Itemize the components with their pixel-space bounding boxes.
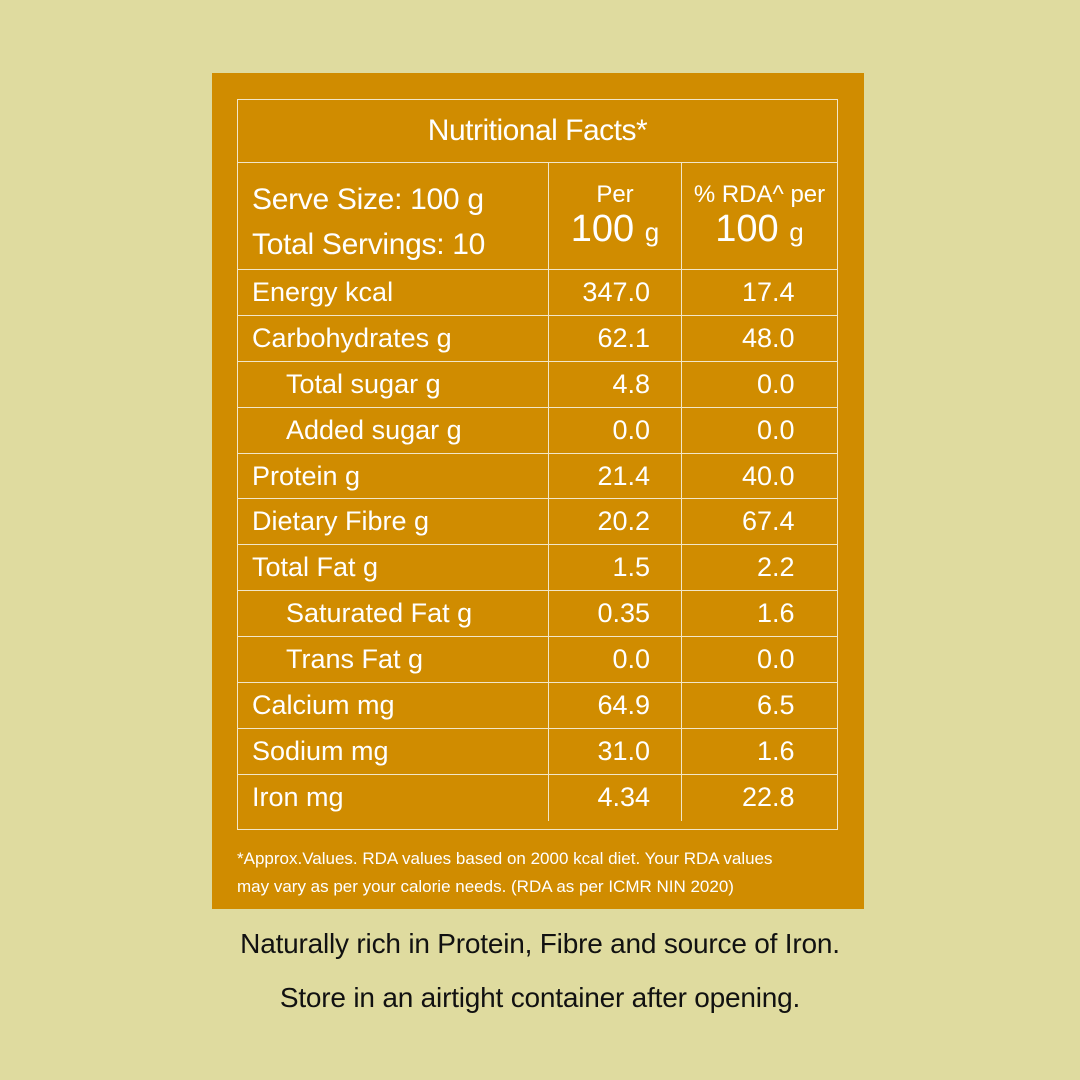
nutrition-panel: Nutritional Facts* Serve Size: 100 g Tot… [212,73,864,909]
per-header-unit: g [644,216,660,247]
table-row: Carbohydrates g 62.1 48.0 [238,315,837,362]
rda-cell: 48.0 [681,315,837,361]
rda-value: 0.0 [756,414,795,445]
per-value: 0.35 [597,598,650,629]
per-cell: 0.0 [548,637,681,683]
rda-header-unit: g [789,216,804,247]
nutrient-name: Total sugar g [286,368,441,399]
per-header-amount: 100 g [571,209,659,252]
table-row: Total Fat g 1.5 2.2 [238,545,837,592]
table-row: Added sugar g 0.0 0.0 [238,407,837,454]
rda-value: 48.0 [741,322,795,353]
rda-header: % RDA^ per 100 g [681,163,837,269]
per-value: 4.34 [597,782,650,813]
per-value: 0.0 [612,414,650,445]
footnote-line: may vary as per your calorie needs. (RDA… [237,877,734,896]
nutrient-name: Protein g [252,460,361,491]
rda-value: 1.6 [756,598,795,629]
rda-cell: 67.4 [681,499,837,545]
rda-header-label: % RDA^ per [693,180,826,208]
table-row: Dietary Fibre g 20.2 67.4 [238,499,837,546]
per-cell: 0.0 [548,407,681,453]
table-header-row: Serve Size: 100 g Total Servings: 10 Per… [238,163,837,270]
per-cell: 20.2 [548,499,681,545]
nutrition-table: Nutritional Facts* Serve Size: 100 g Tot… [237,99,838,830]
table-row: Trans Fat g 0.0 0.0 [238,637,837,684]
rda-value: 6.5 [756,689,795,720]
rda-value: 2.2 [756,552,795,583]
nutrient-name: Added sugar g [286,414,462,445]
claim-text: Naturally rich in Protein, Fibre and sou… [240,928,840,959]
rda-value: 17.4 [741,276,795,307]
table-row: Saturated Fat g 0.35 1.6 [238,591,837,638]
table-row: Sodium mg 31.0 1.6 [238,728,837,775]
rda-header-number: 100 [715,207,779,250]
per-header-number: 100 [570,207,635,250]
per-cell: 21.4 [548,453,681,499]
rda-header-amount: 100 g [715,209,803,252]
per-cell: 347.0 [548,270,681,315]
rda-value: 1.6 [756,735,795,766]
footnote: *Approx.Values. RDA values based on 2000… [237,845,847,901]
per-value: 64.9 [597,689,650,720]
rda-cell: 1.6 [681,591,837,637]
rda-cell: 17.4 [681,270,837,315]
serve-size: Serve Size: 100 g [252,183,484,216]
table-row: Energy kcal 347.0 17.4 [238,270,837,316]
rda-value: 67.4 [741,506,795,537]
rda-cell: 0.0 [681,637,837,683]
rda-cell: 0.0 [681,361,837,407]
per-cell: 62.1 [548,315,681,361]
rda-cell: 6.5 [681,683,837,728]
per-cell: 64.9 [548,683,681,728]
serving-info: Serve Size: 100 g Total Servings: 10 [238,163,548,269]
per-header-label: Per [596,180,634,208]
per-cell: 0.35 [548,591,681,637]
rda-value: 0.0 [756,644,795,675]
nutrient-name: Calcium mg [252,689,395,720]
per-value: 4.8 [612,368,650,399]
table-row: Total sugar g 4.8 0.0 [238,361,837,408]
table-row: Protein g 21.4 40.0 [238,453,837,500]
per-100g-header: Per 100 g [548,163,681,269]
per-value: 1.5 [612,552,650,583]
per-value: 0.0 [612,644,650,675]
rda-cell: 0.0 [681,407,837,453]
per-value: 20.2 [597,506,650,537]
nutrient-name: Energy kcal [252,276,394,307]
table-row: Iron mg 4.34 22.8 [238,774,837,821]
rda-cell: 1.6 [681,728,837,774]
rda-cell: 22.8 [681,774,837,821]
per-value: 31.0 [597,735,650,766]
table-row: Calcium mg 64.9 6.5 [238,683,837,729]
nutrient-name: Dietary Fibre g [252,506,430,537]
nutrient-name: Iron mg [252,782,344,813]
nutrient-name: Trans Fat g [286,644,424,675]
rda-value: 0.0 [756,368,795,399]
per-cell: 31.0 [548,728,681,774]
footnote-line: *Approx.Values. RDA values based on 2000… [237,849,773,868]
nutrient-name: Carbohydrates g [252,322,452,353]
rda-cell: 40.0 [681,453,837,499]
per-cell: 4.34 [548,774,681,821]
per-value: 62.1 [597,322,650,353]
nutrient-name: Saturated Fat g [286,598,473,629]
per-cell: 4.8 [548,361,681,407]
per-value: 347.0 [582,276,650,307]
total-servings: Total Servings: 10 [252,228,486,261]
nutrient-name: Total Fat g [252,552,379,583]
per-value: 21.4 [597,460,650,491]
rda-cell: 2.2 [681,545,837,591]
table-title: Nutritional Facts* [238,100,837,163]
per-cell: 1.5 [548,545,681,591]
nutrient-name: Sodium mg [252,735,389,766]
rda-value: 22.8 [741,782,795,813]
storage-text: Store in an airtight container after ope… [279,982,801,1013]
rda-value: 40.0 [741,460,795,491]
